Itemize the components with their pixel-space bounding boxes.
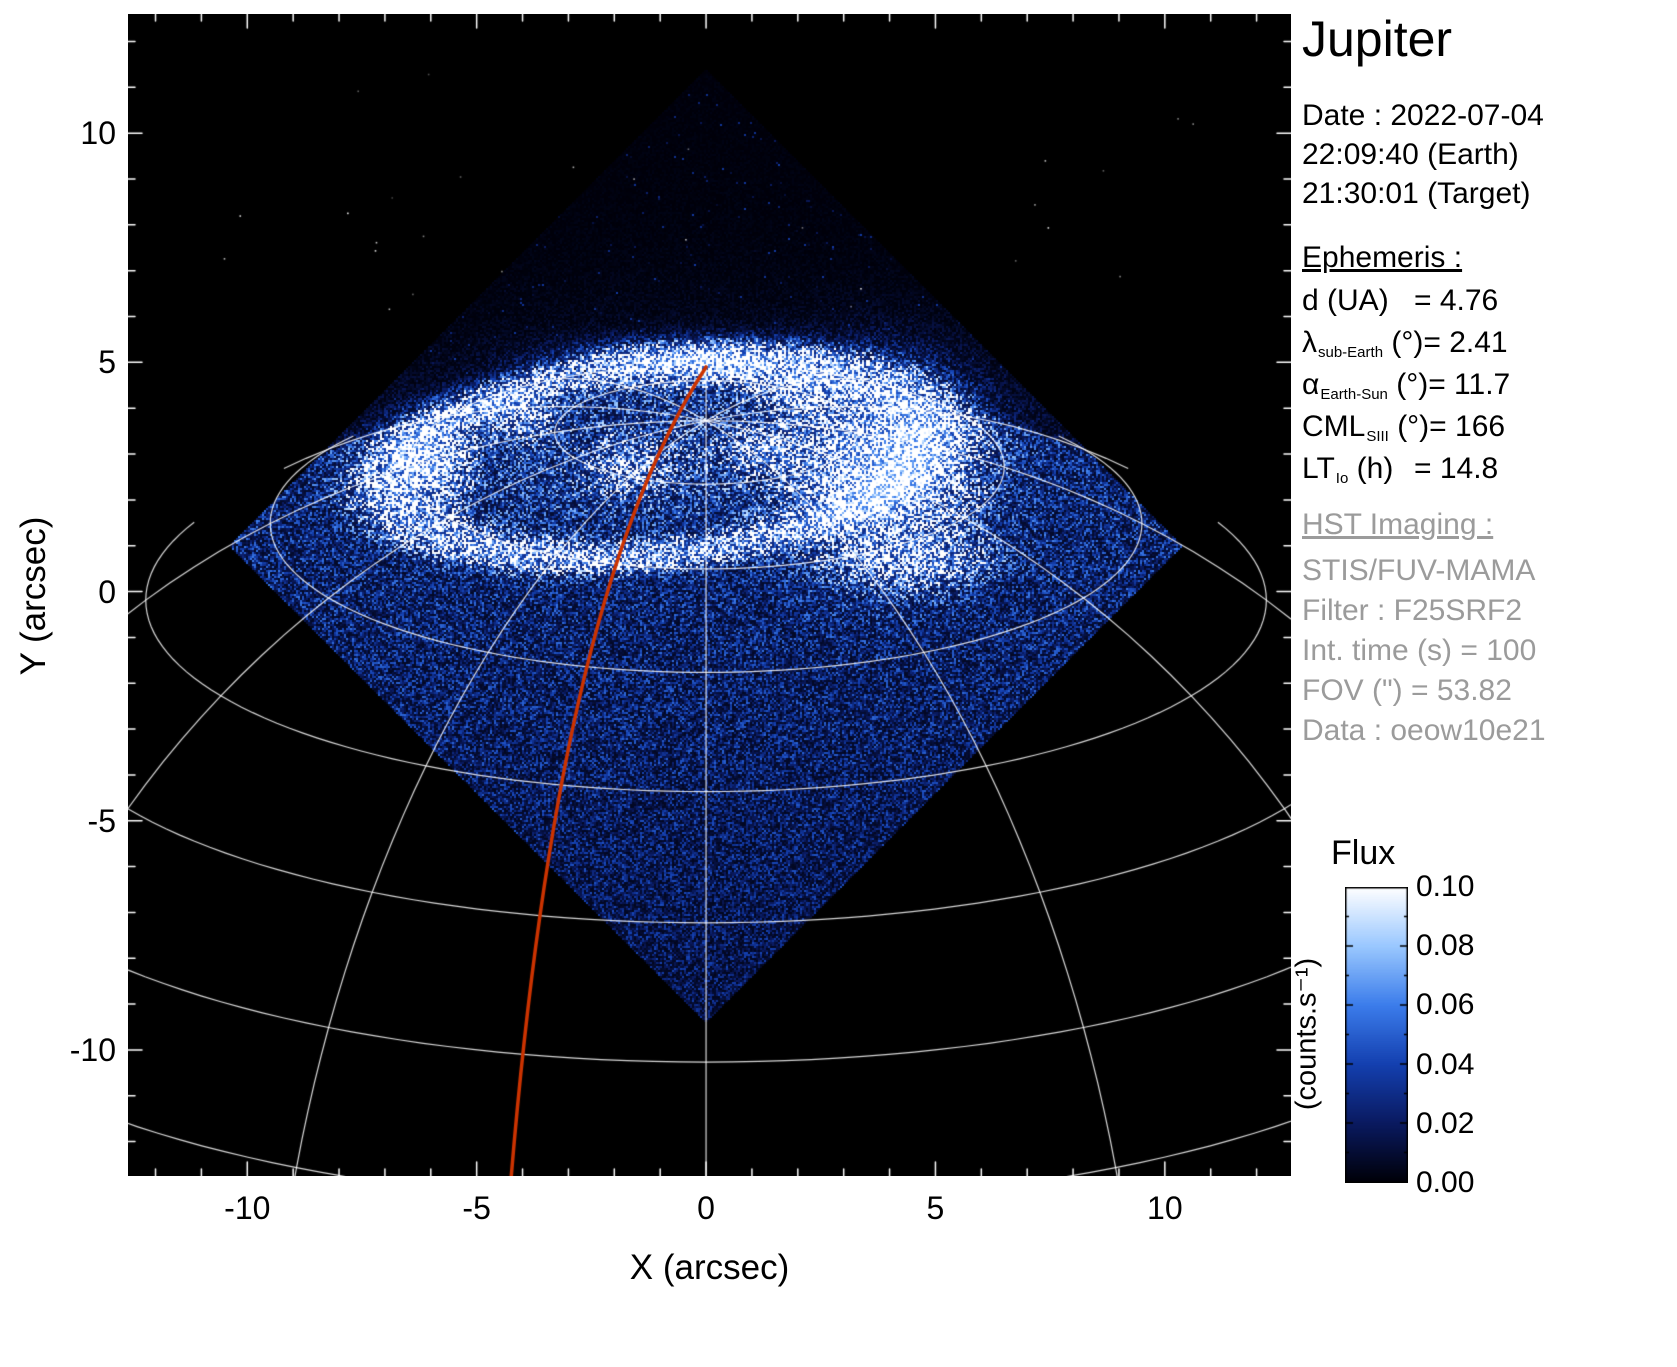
- y-tick-label: -10: [69, 1031, 116, 1068]
- colorbar: [1345, 887, 1408, 1183]
- y-tick-label: 0: [98, 573, 116, 610]
- time-target-line: 21:30:01 (Target): [1302, 177, 1531, 210]
- x-tick-label: 5: [926, 1190, 945, 1226]
- ephemeris-value: = 166: [1429, 410, 1506, 443]
- ephemeris-row: LTIo (h) = 14.8: [1302, 452, 1676, 494]
- colorbar-tick-label: 0.00: [1416, 1166, 1475, 1199]
- ephemeris-row: αEarth-Sun (°) = 11.7: [1302, 368, 1676, 410]
- aurora-image-canvas: [128, 14, 1291, 1176]
- x-tick-label: -10: [224, 1190, 271, 1226]
- hst-info-line: FOV (") = 53.82: [1302, 674, 1512, 707]
- ephemeris-row: λsub-Earth (°) = 2.41: [1302, 326, 1676, 368]
- hst-info-line: Data : oeow10e21: [1302, 714, 1546, 747]
- ephemeris-quantity: LTIo (h): [1302, 452, 1394, 487]
- colorbar-tick-label: 0.08: [1416, 929, 1475, 963]
- hst-info-line: Filter : F25SRF2: [1302, 594, 1523, 627]
- colorbar-tick-label: 0.10: [1416, 870, 1475, 903]
- ephemeris-heading: Ephemeris :: [1302, 241, 1463, 274]
- date-block: Date : 2022-07-04 22:09:40 (Earth) 21:30…: [1302, 96, 1544, 213]
- ephemeris-quantity: d (UA): [1302, 284, 1389, 317]
- ephemeris-quantity: λsub-Earth (°): [1302, 326, 1424, 361]
- x-tick-label: 0: [697, 1190, 715, 1226]
- ephemeris-row: d (UA) = 4.76: [1302, 284, 1676, 326]
- ephemeris-row: CMLSIII (°) = 166: [1302, 410, 1676, 452]
- ephemeris-list: d (UA) = 4.76 λsub-Earth (°) = 2.41 αEarth-S…: [1302, 284, 1676, 494]
- date-line: Date : 2022-07-04: [1302, 99, 1544, 132]
- ephemeris-value: = 2.41: [1423, 326, 1508, 359]
- time-earth-line: 22:09:40 (Earth): [1302, 138, 1519, 171]
- ephemeris-value: = 4.76: [1414, 284, 1499, 317]
- ephemeris-quantity: αEarth-Sun (°): [1302, 368, 1429, 403]
- ephemeris-value: = 14.8: [1414, 452, 1499, 485]
- hst-heading: HST Imaging :: [1302, 508, 1494, 541]
- x-tick-label: -5: [462, 1190, 491, 1226]
- x-tick-label: 10: [1147, 1190, 1183, 1226]
- hst-info-line: STIS/FUV-MAMA: [1302, 554, 1536, 587]
- colorbar-gradient-canvas: [1345, 887, 1408, 1183]
- y-tick-label: -5: [87, 802, 116, 839]
- colorbar-title: Flux: [1331, 834, 1396, 872]
- colorbar-unit-label: (counts.s⁻¹): [1290, 957, 1323, 1111]
- colorbar-tick-label: 0.04: [1416, 1047, 1475, 1081]
- plot-area: [128, 14, 1291, 1176]
- hst-info-line: Int. time (s) = 100: [1302, 634, 1537, 667]
- colorbar-tick-label: 0.06: [1416, 988, 1475, 1022]
- ephemeris-value: = 11.7: [1428, 368, 1511, 401]
- y-tick-label: 10: [80, 115, 116, 152]
- y-tick-label: 5: [98, 344, 116, 381]
- ephemeris-quantity: CMLSIII (°): [1302, 410, 1430, 445]
- x-axis-label: X (arcsec): [629, 1248, 790, 1287]
- page-title: Jupiter: [1302, 11, 1453, 67]
- hst-info-list: STIS/FUV-MAMA Filter : F25SRF2 Int. time (…: [1302, 551, 1546, 751]
- colorbar-tick-label: 0.02: [1416, 1106, 1475, 1140]
- info-panel: Jupiter Date : 2022-07-04 22:09:40 (Eart…: [1302, 0, 1676, 1367]
